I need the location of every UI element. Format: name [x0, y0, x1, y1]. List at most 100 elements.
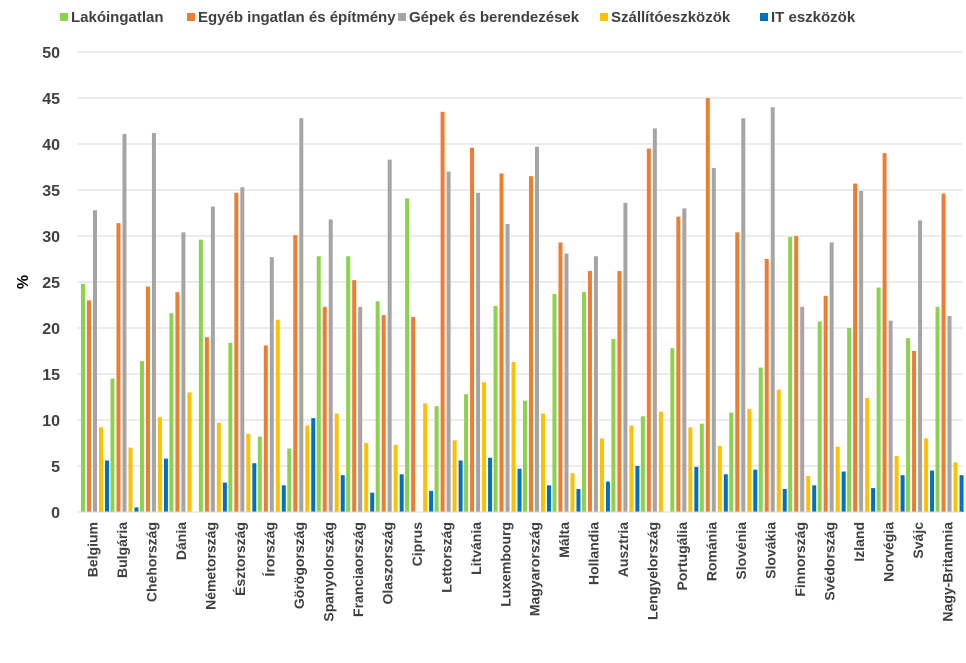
bar [139, 361, 144, 512]
bar [682, 208, 687, 512]
bar [110, 378, 115, 512]
y-tick-label: 35 [42, 183, 60, 200]
bar [782, 489, 787, 512]
x-tick-label: Luxembourg [497, 522, 513, 607]
bar [847, 328, 852, 512]
bar [370, 492, 375, 512]
bar [399, 474, 404, 512]
bar [841, 471, 846, 512]
bar [228, 342, 233, 512]
bar [812, 485, 817, 512]
x-tick-label: Hollandia [586, 522, 602, 585]
x-tick-label: Görögország [291, 522, 307, 609]
bar [429, 490, 434, 512]
bar [157, 417, 162, 512]
bar [723, 474, 728, 512]
bar [305, 425, 310, 512]
bar [99, 427, 103, 512]
gridlines [78, 51, 962, 467]
legend-swatch [398, 13, 406, 21]
bar [322, 306, 327, 512]
x-tick-label: Lengyelország [645, 522, 661, 620]
bar [552, 293, 557, 512]
bar [128, 447, 133, 512]
bar [764, 259, 769, 512]
bar [800, 306, 805, 512]
bar [381, 315, 386, 512]
x-tick-label: Ciprus [409, 522, 425, 567]
bar [699, 423, 704, 512]
bar [334, 413, 339, 512]
bar [134, 507, 139, 512]
bar [658, 411, 663, 512]
y-tick-label: 45 [42, 91, 60, 108]
x-tick-label: Lettország [438, 522, 454, 593]
bar [794, 236, 799, 512]
bar [505, 224, 510, 513]
bar [670, 348, 675, 512]
x-tick-label: Slovákia [762, 522, 778, 579]
bar [906, 338, 911, 512]
bar [564, 253, 569, 513]
bar [163, 458, 168, 512]
x-tick-label: Slovénia [733, 522, 749, 580]
bar [269, 257, 274, 512]
bar [293, 235, 298, 512]
bar [912, 351, 917, 512]
legend-label: Gépek és berendezések [409, 9, 580, 26]
bar [434, 406, 439, 512]
bar [581, 292, 586, 512]
bar [729, 412, 734, 512]
x-tick-label: Portugália [674, 522, 690, 591]
bar [593, 256, 598, 512]
bar [640, 416, 645, 512]
y-tick-label: 15 [42, 367, 60, 384]
bar [735, 232, 740, 512]
bar [275, 319, 280, 512]
bar [711, 167, 716, 513]
y-tick-label: 0 [51, 505, 60, 522]
bar [635, 466, 640, 512]
bar [281, 485, 286, 512]
bar [311, 418, 316, 512]
x-tick-label: Nagy-Britannia [939, 522, 955, 622]
legend-swatch [60, 13, 68, 21]
bar [876, 287, 881, 512]
bar [558, 242, 563, 512]
bar [788, 236, 793, 513]
x-tick-label: Románia [704, 522, 720, 581]
x-tick-label: Bulgária [114, 522, 130, 578]
bar [446, 171, 451, 512]
bar [541, 413, 545, 512]
bar [122, 133, 127, 512]
x-tick-label: Finnország [792, 522, 808, 597]
x-tick-label: Svédország [821, 522, 837, 601]
bar [859, 190, 864, 513]
bar [364, 443, 369, 512]
bar [770, 107, 775, 512]
bar [222, 482, 227, 512]
bar [499, 173, 504, 512]
bar [340, 475, 345, 512]
bar [835, 446, 840, 512]
bar [482, 382, 487, 512]
y-tick-label: 50 [42, 45, 60, 62]
bar [599, 438, 604, 512]
bar [246, 433, 251, 512]
y-tick-label: 40 [42, 137, 60, 154]
bar [888, 320, 893, 512]
bar [753, 469, 758, 512]
x-axis-ticks: Belgium Bulgária Chehország Dánia Németorszá… [85, 522, 956, 622]
x-tick-label: Észtország [232, 522, 248, 596]
bar [871, 488, 876, 512]
bar [523, 400, 527, 512]
bar [535, 146, 539, 512]
legend-label: Lakóingatlan [71, 9, 164, 26]
y-tick-label: 25 [42, 275, 60, 292]
bar [198, 239, 203, 512]
bar [823, 295, 828, 512]
x-tick-label: Olaszország [379, 522, 395, 604]
bar [629, 425, 634, 512]
x-tick-label: Németország [203, 522, 219, 610]
